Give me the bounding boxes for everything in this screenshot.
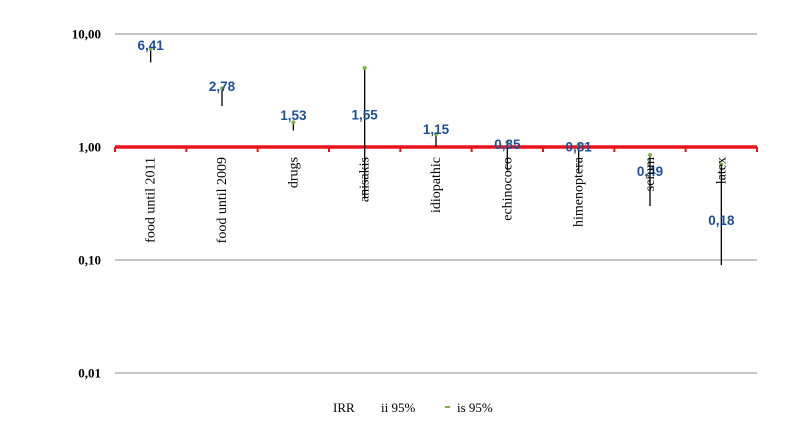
irr-data-label: 0,85 (494, 137, 521, 152)
category-label: anisakis (358, 157, 373, 202)
upper-bound-marker (291, 120, 296, 125)
legend: IRR ii 95% is 95% (333, 400, 493, 415)
axis-layer: 10,00 1,00 0,10 0,01 (72, 27, 101, 381)
reference-line-layer (114, 145, 758, 152)
irr-data-label: 0,81 (566, 139, 593, 154)
upper-bound-marker (434, 132, 438, 137)
category-label: echinococo (500, 157, 515, 221)
y-tick-label: 0,10 (78, 253, 101, 268)
upper-bound-marker (362, 66, 367, 71)
legend-entry-is95: is 95% (457, 400, 493, 415)
irr-data-label: 2,78 (209, 79, 236, 94)
category-label: idiopathic (429, 157, 444, 213)
data-label-layer: 6,41 2,78 1,53 1,55 1,15 0,85 0,81 0,49 0,18 (138, 38, 735, 228)
interval-layer (148, 46, 724, 266)
upper-bound-marker (148, 46, 153, 51)
y-tick-label: 10,00 (72, 27, 101, 42)
irr-data-label: 1,15 (423, 122, 450, 137)
upper-bound-marker (505, 140, 510, 145)
irr-data-label: 6,41 (138, 38, 165, 53)
category-label: food until 2011 (144, 157, 159, 243)
category-label: latex (714, 157, 729, 184)
category-label: drugs (286, 157, 301, 188)
y-tick-label: 1,00 (78, 140, 101, 155)
category-label-layer: food until 2011 food until 2009 drugs anisa… (144, 156, 730, 243)
category-label: food until 2009 (215, 157, 230, 243)
legend-entry-ii95: ii 95% (381, 400, 415, 415)
upper-bound-marker (648, 152, 652, 157)
category-label: himenoptera (572, 156, 587, 227)
irr-data-label: 1,55 (352, 107, 379, 122)
irr-data-label: 0,49 (637, 164, 663, 179)
irr-data-label: 1,53 (280, 108, 307, 123)
upper-bound-marker (719, 162, 724, 167)
upper-bound-marker (576, 142, 581, 147)
irr-data-label: 0,18 (708, 213, 735, 228)
category-label: serum (643, 157, 658, 191)
legend-entry-irr: IRR (333, 400, 355, 415)
y-tick-label: 0,01 (78, 366, 101, 381)
upper-bound-marker (220, 86, 224, 91)
